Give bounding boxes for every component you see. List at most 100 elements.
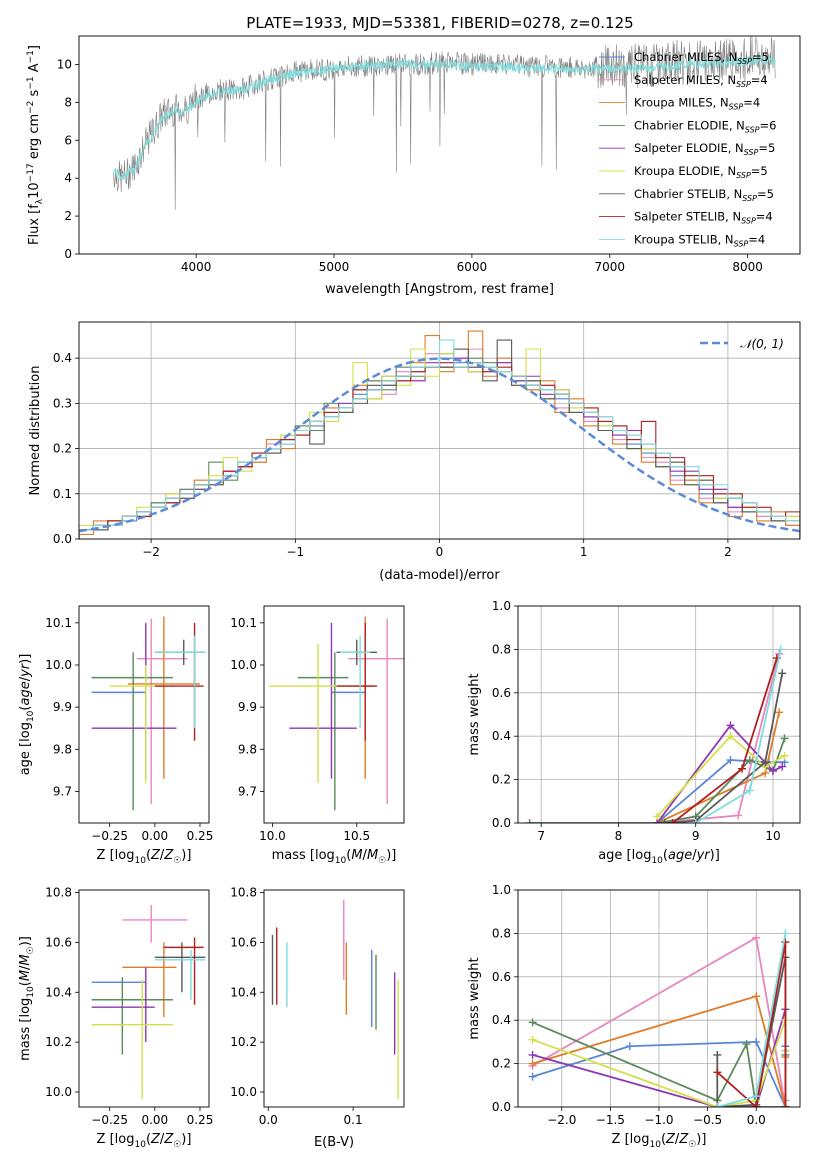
- x-tick-label: 4000: [181, 260, 212, 274]
- y-tick-label: 10.1: [230, 616, 257, 630]
- x-tick-label: 1: [580, 545, 588, 559]
- weight-marker: [775, 708, 784, 717]
- y-tick-label: 0.2: [492, 773, 511, 787]
- weight-marker: [761, 758, 770, 767]
- x-tick-label: 7: [537, 829, 545, 843]
- weight-marker: [781, 938, 790, 947]
- y-tick-label: 10.4: [230, 985, 257, 999]
- weight-marker: [625, 1042, 634, 1051]
- weight-marker: [734, 811, 743, 820]
- errorbar-point: [154, 622, 204, 741]
- x-tick-label: −0.5: [693, 1113, 722, 1127]
- weight-marker: [752, 1103, 761, 1107]
- weight-marker: [713, 1103, 722, 1107]
- weight-marker: [745, 786, 754, 795]
- weight-marker: [668, 819, 677, 823]
- x-axis-label: age [log10(age/yr)]: [598, 848, 720, 866]
- weight-marker: [528, 1018, 537, 1027]
- weight-marker: [778, 762, 787, 771]
- x-tick-label: 0.00: [141, 829, 168, 843]
- weight-line: [529, 738, 786, 823]
- plot-area: [91, 904, 206, 1100]
- y-tick-label: 1.0: [492, 599, 511, 613]
- legend-label: Chabrier ELODIE, NSSP=6: [634, 118, 776, 134]
- x-axis-label: E(B-V): [314, 1135, 354, 1150]
- weight-marker: [776, 645, 785, 654]
- errorbar-point: [127, 616, 200, 779]
- errorbar-point: [91, 652, 173, 811]
- figure-title: PLATE=1933, MJD=53381, FIBERID=0278, z=0…: [246, 14, 633, 32]
- weight-line: [716, 941, 787, 1107]
- weight-marker: [745, 756, 754, 765]
- y-tick-label: 9.8: [53, 742, 72, 756]
- y-tick-label: 0.2: [53, 442, 72, 456]
- errorbar-point: [163, 937, 204, 1005]
- panel-mass-weight-vs-Z: −2.0 −1.5 −1.0 −0.5 0.0 0.0 0.2 0.4 0.6 0.8 1.0 Z […: [467, 883, 801, 1150]
- x-tick-label: −0.25: [91, 829, 128, 843]
- x-tick-label: 6000: [457, 260, 488, 274]
- y-tick-label: 10.2: [230, 1035, 257, 1049]
- x-tick-label: 2: [724, 545, 732, 559]
- x-tick-label: 0.25: [187, 1113, 214, 1127]
- weight-marker: [752, 933, 761, 942]
- weight-marker: [752, 992, 761, 1001]
- weight-marker: [653, 812, 662, 821]
- axes-frame: [78, 889, 210, 1108]
- plot-area: [528, 929, 790, 1107]
- spectrum-model-line: [113, 55, 776, 181]
- y-tick-label: 10.6: [45, 935, 72, 949]
- y-tick-label: 10.1: [45, 616, 72, 630]
- plot-area: [113, 36, 776, 210]
- x-tick-label: −1.0: [644, 1113, 673, 1127]
- y-tick-label: 0.0: [53, 532, 72, 546]
- weight-marker: [713, 1068, 722, 1077]
- histogram-step: [79, 339, 800, 539]
- errorbar-point: [136, 618, 188, 805]
- x-axis-label: (data-model)/error: [379, 568, 500, 583]
- y-tick-label: 4: [64, 171, 72, 185]
- legend-label: Chabrier STELIB, NSSP=5: [634, 187, 774, 203]
- y-tick-label: 0.4: [53, 351, 72, 365]
- x-tick-label: 0.1: [344, 1113, 363, 1127]
- axes-frame: [517, 605, 801, 824]
- y-tick-label: 0.6: [492, 686, 511, 700]
- y-axis-label: Normed distribution: [28, 366, 43, 496]
- y-tick-label: 0.0: [492, 1100, 511, 1114]
- y-axis-label: age [log10(age/yr)]: [18, 654, 36, 776]
- y-tick-label: 9.7: [53, 784, 72, 798]
- y-tick-label: 0.8: [492, 642, 511, 656]
- x-tick-label: 0.0: [747, 1113, 766, 1127]
- x-tick-label: 10.0: [259, 829, 286, 843]
- y-tick-label: 10.0: [230, 1085, 257, 1099]
- weight-marker: [742, 1040, 751, 1049]
- x-tick-label: −2: [142, 545, 160, 559]
- x-tick-label: −2.0: [547, 1113, 576, 1127]
- errorbar-point: [348, 618, 404, 805]
- weight-marker: [528, 1050, 537, 1059]
- y-tick-label: 9.9: [53, 700, 72, 714]
- legend-label: Salpeter MILES, NSSP=4: [634, 73, 768, 89]
- errorbar-point: [122, 942, 177, 1018]
- weight-marker: [525, 819, 534, 823]
- errorbar-point: [297, 652, 349, 811]
- y-axis-label: mass weight: [467, 673, 482, 755]
- normal-curve: [79, 357, 800, 533]
- y-tick-label: 6: [64, 133, 72, 147]
- y-tick-label: 10.8: [45, 885, 72, 899]
- errorbar-point: [91, 967, 155, 1043]
- y-tick-label: 8: [64, 95, 72, 109]
- errorbar-point: [91, 979, 173, 1100]
- weight-marker: [768, 766, 777, 775]
- x-axis-label: Z [log10(Z/Z☉)]: [97, 1132, 192, 1150]
- panel-age-vs-Z: −0.25 0.00 0.25 9.7 9.8 9.9 10.0 10.1 Z [log10(Z…: [18, 605, 213, 866]
- y-tick-label: 0.3: [53, 396, 72, 410]
- y-axis-label: mass [log10(M/M☉)]: [18, 936, 36, 1061]
- errorbar-point: [91, 977, 173, 1055]
- weight-marker: [781, 929, 790, 938]
- x-axis-label: wavelength [Angstrom, rest frame]: [325, 282, 554, 297]
- panel-residual-histogram: −2 −1 0 1 2 0.0 0.1 0.2 0.3 0.4 𝒩(0, 1) (data-model…: [28, 321, 801, 583]
- weight-marker: [528, 1072, 537, 1081]
- x-axis-label: Z [log10(Z/Z☉)]: [612, 1132, 707, 1150]
- y-tick-label: 10.0: [45, 1085, 72, 1099]
- x-tick-label: 8000: [732, 260, 763, 274]
